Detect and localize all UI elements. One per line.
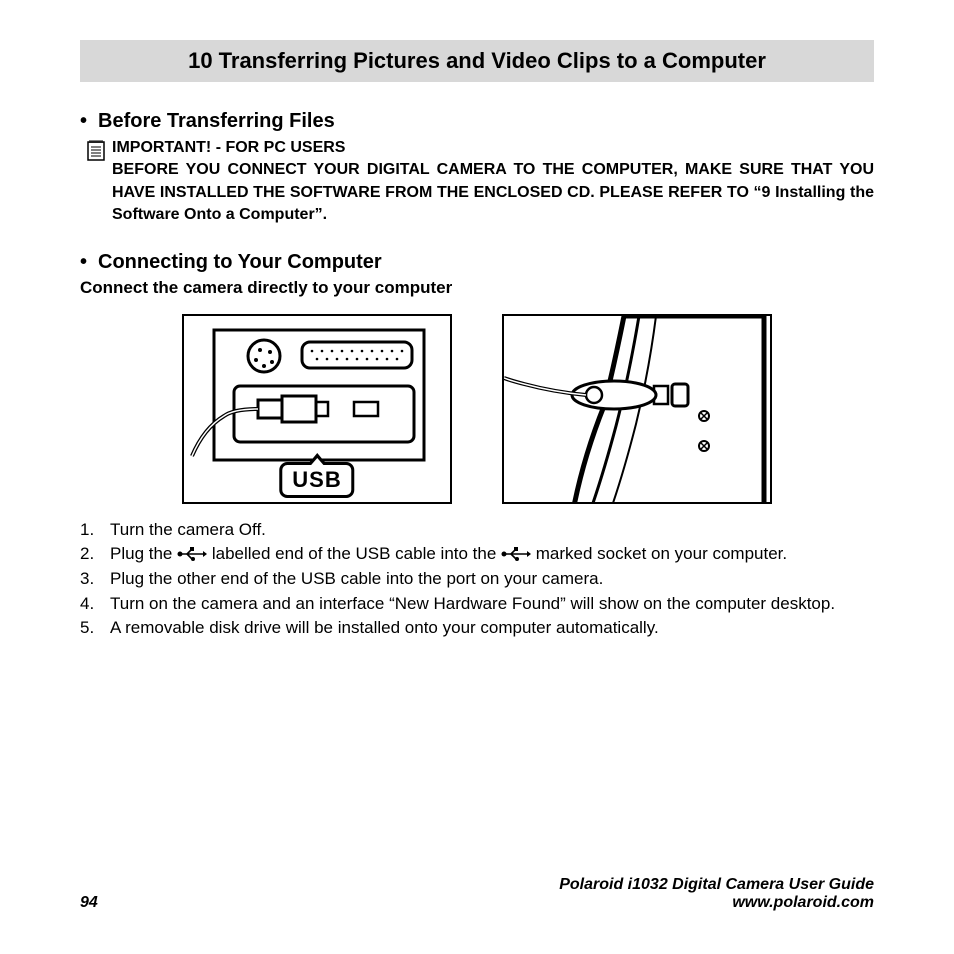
page-footer: 94 Polaroid i1032 Digital Camera User Gu…	[80, 876, 874, 912]
important-note: IMPORTANT! - FOR PC USERS BEFORE YOU CON…	[86, 137, 874, 227]
step-5-text: A removable disk drive will be installed…	[110, 616, 874, 641]
steps-list: Turn the camera Off. Plug the labelled e…	[80, 518, 874, 641]
step-2-text: Plug the labelled end of the USB cable i…	[110, 542, 874, 567]
step-5: A removable disk drive will be installed…	[80, 616, 874, 641]
usb-trident-icon	[177, 542, 207, 567]
section-before-heading: •Before Transferring Files	[80, 110, 874, 133]
step-1: Turn the camera Off.	[80, 518, 874, 543]
footer-url: www.polaroid.com	[559, 894, 874, 912]
section2-heading-text: Connecting to Your Computer	[98, 251, 382, 273]
footer-guide-title: Polaroid i1032 Digital Camera User Guide	[559, 876, 874, 894]
step-1-text: Turn the camera Off.	[110, 518, 874, 543]
page-number: 94	[80, 894, 98, 912]
section-connect-heading: •Connecting to Your Computer	[80, 251, 874, 274]
section1-heading-text: Before Transferring Files	[98, 110, 335, 132]
step-2: Plug the labelled end of the USB cable i…	[80, 542, 874, 567]
diagram-computer-port: USB	[182, 314, 452, 504]
step-3: Plug the other end of the USB cable into…	[80, 567, 874, 592]
important-body: BEFORE YOU CONNECT YOUR DIGITAL CAMERA T…	[112, 159, 874, 226]
chapter-title: 10 Transferring Pictures and Video Clips…	[80, 40, 874, 82]
note-icon	[86, 137, 112, 227]
important-label: IMPORTANT! - FOR PC USERS	[112, 137, 874, 159]
bullet-icon: •	[80, 110, 98, 133]
step-3-text: Plug the other end of the USB cable into…	[110, 567, 874, 592]
step-4-text: Turn on the camera and an interface “New…	[110, 592, 874, 617]
usb-callout-label: USB	[279, 462, 354, 498]
step-4: Turn on the camera and an interface “New…	[80, 592, 874, 617]
section2-subheading: Connect the camera directly to your comp…	[80, 278, 874, 298]
usb-trident-icon	[501, 542, 531, 567]
diagram-camera-port	[502, 314, 772, 504]
diagram-row: USB	[80, 314, 874, 504]
bullet-icon: •	[80, 251, 98, 274]
